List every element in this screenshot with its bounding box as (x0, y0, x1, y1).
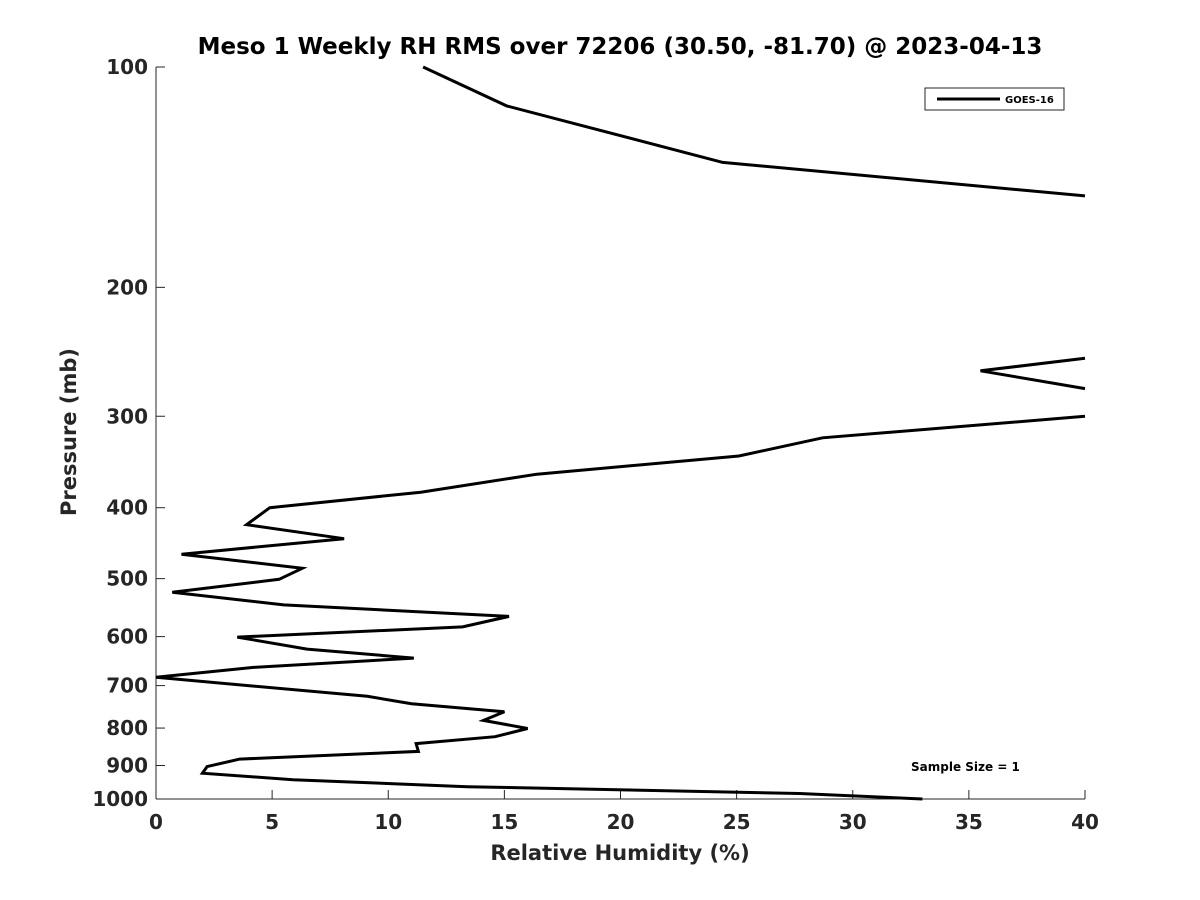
y-tick-label: 400 (106, 496, 148, 520)
y-tick-label: 100 (106, 55, 148, 79)
x-tick-label: 30 (839, 810, 867, 834)
y-tick-label: 300 (106, 404, 148, 428)
chart-title: Meso 1 Weekly RH RMS over 72206 (30.50, … (198, 34, 1043, 60)
y-tick-label: 1000 (92, 787, 148, 811)
y-tick-label: 800 (106, 716, 148, 740)
y-tick-label: 200 (106, 275, 148, 299)
series-line-goes-16 (155, 65, 1086, 801)
x-tick-label: 20 (607, 810, 635, 834)
x-tick-label: 5 (265, 810, 279, 834)
y-axis-label: Pressure (mb) (57, 348, 81, 516)
x-tick-label: 40 (1071, 810, 1099, 834)
sample-size-annotation: Sample Size = 1 (911, 760, 1020, 774)
x-tick-label: 10 (374, 810, 402, 834)
axes: 0 5 10 15 20 25 30 35 40 100 200 300 400 500 600 700 800… (92, 55, 1099, 834)
y-tick-label: 500 (106, 567, 148, 591)
y-tick-label: 600 (106, 625, 148, 649)
x-tick-label: 35 (955, 810, 983, 834)
legend-label-goes-16: GOES-16 (1005, 95, 1054, 106)
x-axis-label: Relative Humidity (%) (490, 841, 749, 865)
x-tick-label: 15 (490, 810, 518, 834)
y-tick-label: 900 (106, 754, 148, 778)
y-tick-label: 700 (106, 674, 148, 698)
x-tick-label: 0 (149, 810, 163, 834)
legend: GOES-16 (924, 87, 1065, 111)
x-tick-label: 25 (723, 810, 751, 834)
series-layer (155, 65, 1086, 801)
